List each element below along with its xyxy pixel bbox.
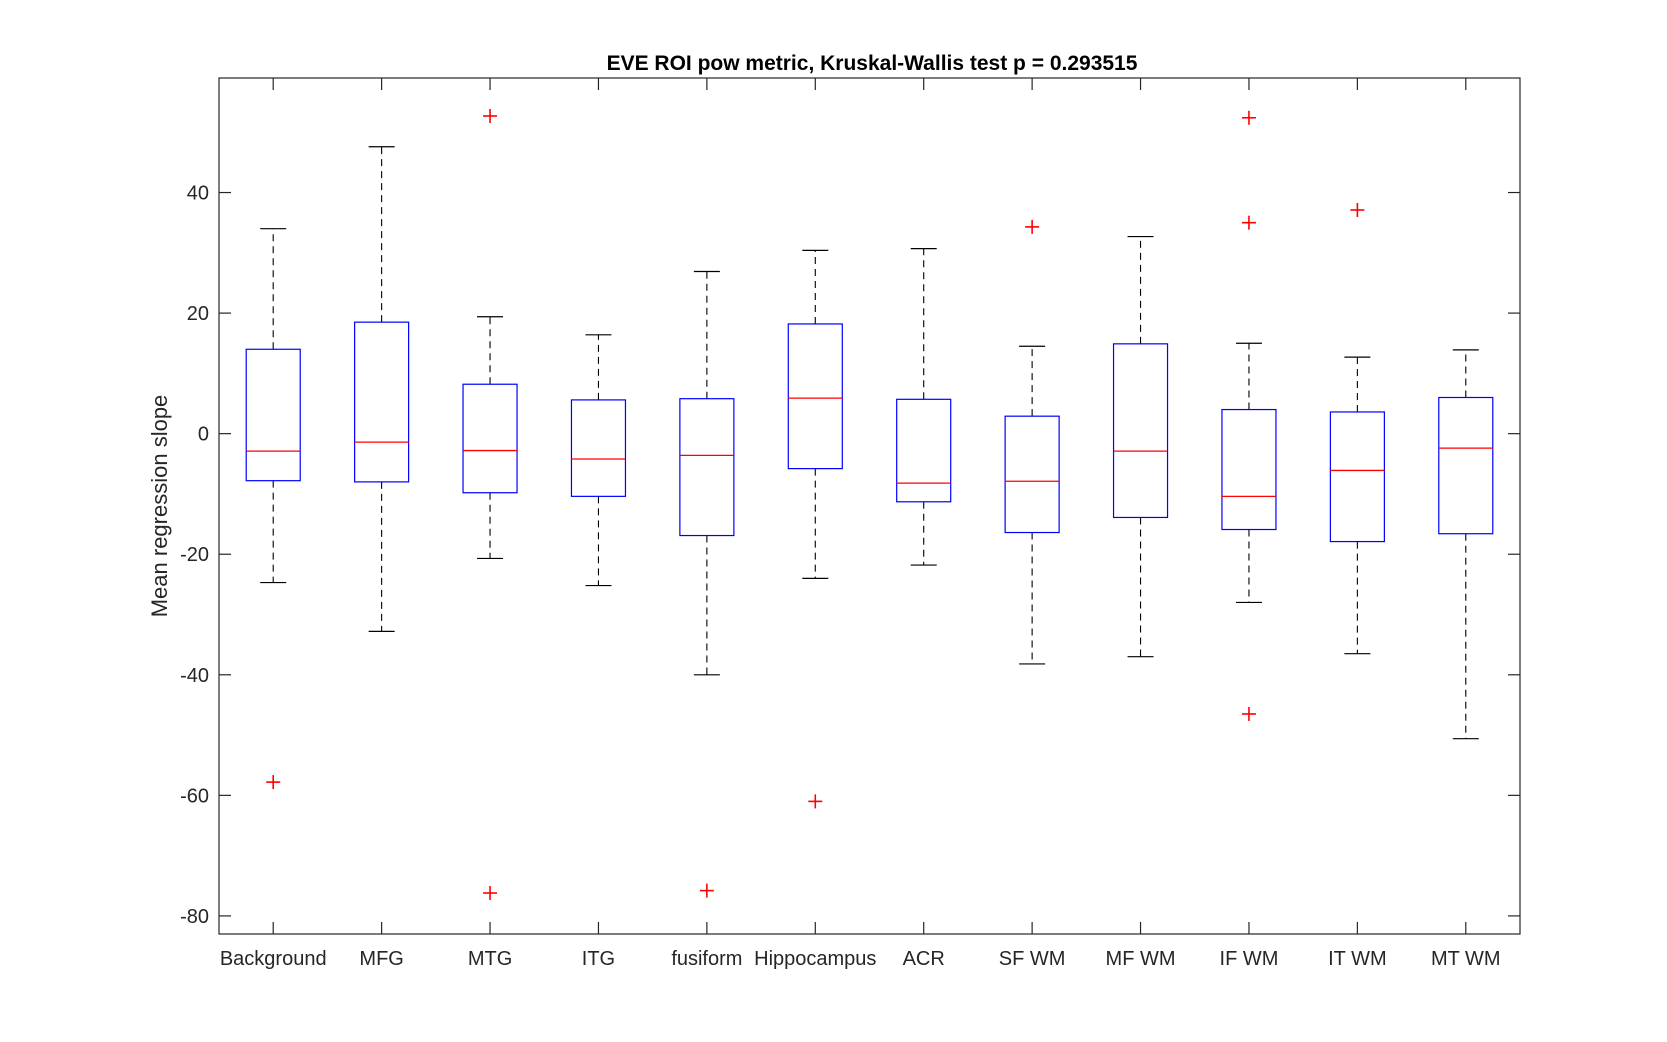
x-tick-label: fusiform <box>671 948 742 970</box>
outlier-marker <box>483 108 498 123</box>
y-tick-label: -60 <box>180 785 209 807</box>
x-tick-label: ITG <box>582 948 615 970</box>
x-tick-label: ACR <box>903 948 945 970</box>
box-background <box>245 228 301 790</box>
y-tick-label: 40 <box>187 183 209 205</box>
box-itg <box>570 334 627 587</box>
box-iqr <box>1438 396 1494 535</box>
box-iqr <box>896 398 952 503</box>
x-tick-label: MFG <box>359 948 403 970</box>
box-series <box>245 108 1494 901</box>
box-iqr <box>462 383 518 494</box>
outlier-marker <box>1241 110 1256 125</box>
x-tick-label: MTG <box>468 948 512 970</box>
x-axis: Background MFG MTG ITG fusiform Hippocampus AC… <box>220 78 1501 970</box>
x-tick-label: IF WM <box>1220 948 1279 970</box>
box-iqr <box>354 321 410 483</box>
y-tick-label: -80 <box>180 906 209 928</box>
y-tick-label: 20 <box>187 303 209 325</box>
outlier-marker <box>1241 706 1256 721</box>
y-axis: 40 20 0 -20 -40 -60 -80 <box>180 183 1520 928</box>
box-it-wm <box>1329 203 1385 655</box>
box-iqr <box>570 399 627 497</box>
y-tick-label: -40 <box>180 665 209 687</box>
x-tick-label: MT WM <box>1431 948 1501 970</box>
box-iqr <box>1112 343 1169 519</box>
box-sf-wm <box>1004 219 1060 665</box>
x-tick-label: IT WM <box>1328 948 1387 970</box>
outlier-marker <box>483 886 498 901</box>
outlier-marker <box>266 775 281 790</box>
y-axis-label: Mean regression slope <box>147 395 172 618</box>
box-fusiform <box>679 270 735 898</box>
box-iqr <box>1329 411 1385 543</box>
outlier-marker <box>1241 215 1256 230</box>
box-mf-wm <box>1112 235 1169 658</box>
box-iqr <box>679 398 735 537</box>
box-mtg <box>462 108 518 901</box>
outlier-marker <box>699 883 714 898</box>
box-iqr <box>245 348 301 482</box>
box-if-wm <box>1221 110 1277 721</box>
x-tick-label: Background <box>220 948 327 970</box>
chart-title: EVE ROI pow metric, Kruskal-Wallis test … <box>607 52 1138 75</box>
box-mfg <box>354 146 410 632</box>
plot-area-frame <box>218 77 1521 935</box>
box-iqr <box>1004 415 1060 534</box>
x-tick-label: SF WM <box>999 948 1066 970</box>
box-iqr <box>1221 408 1277 531</box>
y-tick-label: 0 <box>198 424 209 446</box>
y-tick-label: -20 <box>180 544 209 566</box>
x-tick-label: MF WM <box>1106 948 1176 970</box>
box-hippocampus <box>787 249 843 809</box>
box-acr <box>896 247 952 566</box>
box-mt-wm <box>1438 349 1494 740</box>
x-tick-label: Hippocampus <box>754 948 876 970</box>
outlier-marker <box>1350 203 1365 218</box>
box-iqr <box>787 323 843 470</box>
outlier-marker <box>1025 219 1040 234</box>
outlier-marker <box>808 794 823 809</box>
